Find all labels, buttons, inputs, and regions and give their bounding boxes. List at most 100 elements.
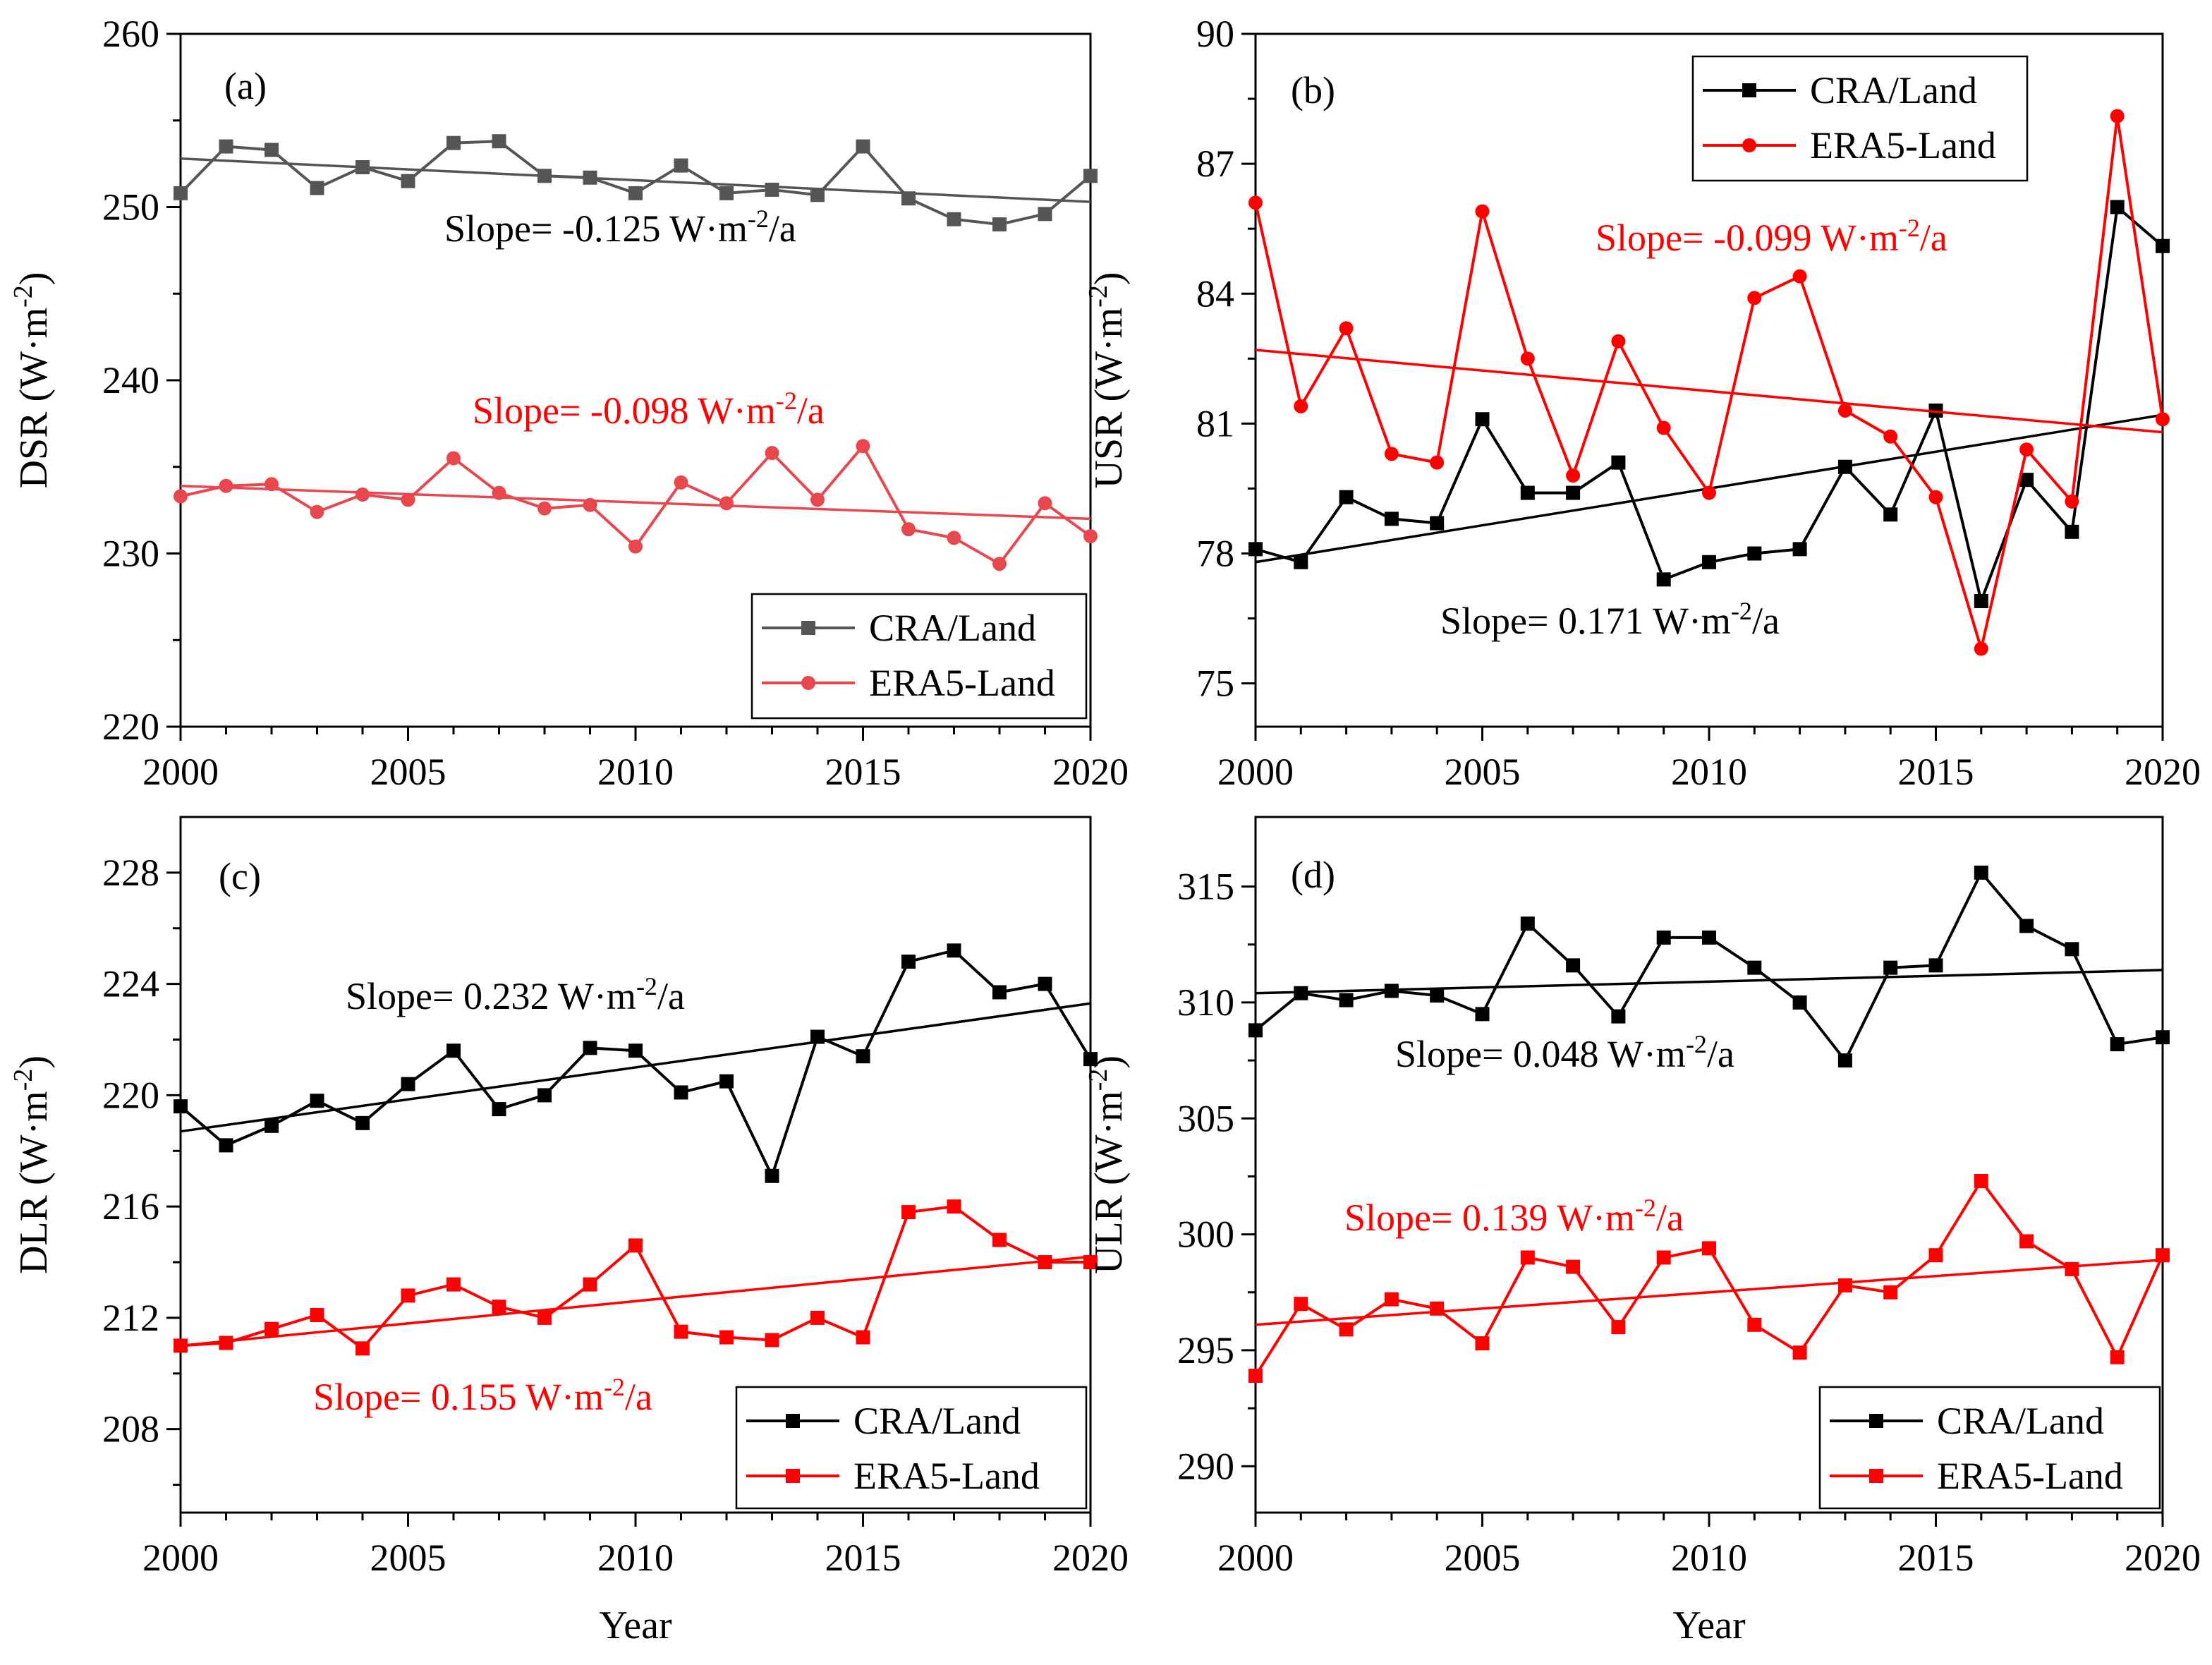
data-point — [1520, 351, 1535, 366]
data-point — [1339, 321, 1354, 336]
data-point — [174, 1338, 188, 1353]
data-point — [1566, 1259, 1581, 1274]
series-era5-land — [1248, 1174, 2170, 1384]
y-tick-label: 87 — [1196, 143, 1234, 185]
y-tick-label: 305 — [1177, 1097, 1234, 1139]
data-point — [810, 1029, 825, 1044]
series-era5-land — [174, 1199, 1098, 1356]
y-axis-label-base: DSR (W·m — [12, 308, 56, 489]
slope-annotation: Slope= -0.098 W·m-2/a — [473, 387, 825, 432]
slope-exp: -2 — [776, 387, 797, 415]
legend-marker — [1869, 1414, 1883, 1428]
data-point — [310, 1307, 324, 1322]
series-era5-land — [1248, 109, 2170, 656]
data-point — [1038, 496, 1052, 511]
data-point — [901, 522, 916, 537]
data-point — [628, 1043, 643, 1058]
legend-label: CRA/Land — [853, 1400, 1021, 1442]
y-axis-label-exp: -2 — [1083, 285, 1113, 308]
legend-label: CRA/Land — [1937, 1400, 2104, 1442]
data-point — [947, 1199, 961, 1214]
series-line — [1255, 204, 2164, 606]
data-point — [1747, 1317, 1762, 1332]
data-point — [537, 169, 552, 183]
panel-d: 2000 2005 2010 2015 2020 290 295 300 305 310 315 UL… — [1083, 816, 2201, 1647]
data-point — [1837, 1278, 1852, 1292]
slope-tail: /a — [657, 975, 685, 1017]
x-tick-label: 2005 — [370, 751, 446, 793]
legend-marker — [1742, 138, 1756, 152]
data-point — [674, 158, 688, 173]
data-point — [1611, 455, 1626, 470]
data-point — [265, 1321, 279, 1336]
data-point — [1384, 511, 1399, 526]
slope-tail: /a — [625, 1376, 652, 1418]
panel-c: 2000 2005 2010 2015 2020 208 212 216 220 224 228 DL… — [8, 816, 1129, 1647]
x-tick-label: 2020 — [1052, 1537, 1129, 1579]
data-point — [1475, 1336, 1490, 1351]
x-tick-label: 2005 — [1445, 1537, 1521, 1579]
panel-label: (d) — [1291, 854, 1335, 896]
slope-tail: /a — [769, 207, 796, 250]
y-axis-label-close: ) — [12, 1055, 56, 1069]
data-point — [1294, 1297, 1308, 1312]
legend-marker — [1742, 83, 1756, 97]
data-point — [1520, 916, 1535, 931]
trend-line — [180, 1002, 1091, 1133]
data-point — [628, 539, 643, 554]
data-point — [810, 492, 825, 507]
data-point — [583, 170, 597, 185]
data-point — [1928, 958, 1943, 973]
series-cra-land — [174, 943, 1098, 1183]
data-point — [1656, 420, 1671, 435]
legend: CRA/Land ERA5-Land — [735, 1386, 1088, 1510]
y-tick-label: 90 — [1196, 13, 1234, 55]
data-point — [1475, 1007, 1490, 1022]
slope-annotation: Slope= 0.155 W·m-2/a — [313, 1373, 652, 1418]
data-point — [1792, 269, 1807, 284]
data-point — [1339, 490, 1354, 504]
legend-label: ERA5-Land — [869, 662, 1055, 704]
data-point — [174, 489, 188, 504]
data-point — [856, 139, 870, 154]
y-tick-label: 208 — [102, 1408, 159, 1451]
data-point — [901, 191, 916, 206]
data-point — [1702, 1241, 1716, 1256]
data-point — [1837, 459, 1852, 474]
x-tick-label: 2015 — [825, 1537, 901, 1579]
data-point — [2065, 524, 2079, 539]
series-line — [180, 1205, 1090, 1351]
data-point — [628, 186, 643, 200]
data-point — [719, 496, 734, 511]
data-point — [1248, 542, 1263, 557]
series-cra-land — [174, 134, 1098, 232]
data-point — [1294, 399, 1308, 413]
data-point — [1792, 995, 1807, 1010]
y-axis-label: USR (W·m-2) — [1083, 272, 1131, 489]
data-point — [310, 504, 324, 519]
y-tick-label: 290 — [1177, 1445, 1234, 1487]
legend-label: ERA5-Land — [1810, 124, 1996, 166]
data-point — [1974, 594, 1988, 609]
data-point — [1294, 555, 1308, 569]
panel-label: (c) — [219, 855, 261, 897]
data-point — [947, 212, 961, 226]
data-point — [219, 478, 233, 493]
y-tick-label: 84 — [1196, 272, 1234, 315]
data-point — [356, 1115, 370, 1130]
data-point — [1520, 485, 1535, 500]
x-tick-label: 2015 — [1898, 751, 1974, 793]
data-point — [2156, 412, 2170, 427]
data-point — [856, 1049, 870, 1064]
data-point — [492, 1102, 506, 1117]
slope-tail: /a — [1752, 600, 1780, 642]
y-tick-label: 240 — [102, 359, 159, 401]
y-tick-label: 75 — [1196, 662, 1234, 705]
legend-label: CRA/Land — [869, 607, 1036, 649]
x-tick-label: 2020 — [1052, 751, 1129, 793]
panel-a: 2000 2005 2010 2015 2020 220 230 240 250 260 DSR (… — [8, 13, 1129, 793]
data-point — [719, 1074, 734, 1089]
y-tick-label: 212 — [102, 1297, 159, 1339]
data-point — [2019, 473, 2034, 488]
